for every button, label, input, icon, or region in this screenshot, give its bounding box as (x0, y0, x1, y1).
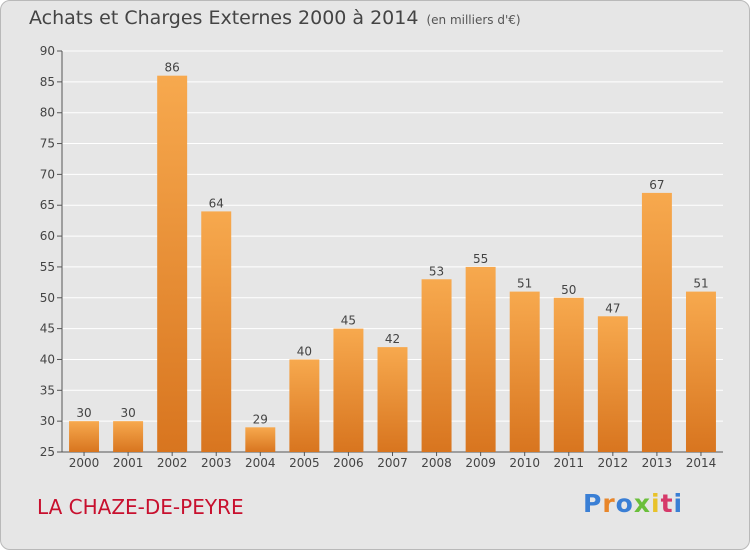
x-tick-label: 2006 (333, 456, 364, 470)
bar (333, 328, 364, 452)
x-tick-label: 2000 (69, 456, 100, 470)
data-label: 51 (693, 277, 708, 291)
bar (289, 359, 320, 452)
y-tick-label: 60 (40, 229, 55, 243)
bar (113, 421, 144, 452)
x-tick-label: 2010 (509, 456, 540, 470)
data-label: 47 (605, 301, 620, 315)
y-tick-label: 50 (40, 291, 55, 305)
y-tick-label: 90 (40, 44, 55, 58)
bar (597, 316, 628, 452)
bar (157, 75, 188, 452)
chart-unit: (en milliers d'€) (426, 13, 521, 27)
bar (69, 421, 100, 452)
logo-letter: i (673, 489, 684, 518)
data-label: 42 (385, 332, 400, 346)
y-tick-label: 45 (40, 322, 55, 336)
y-tick-label: 35 (40, 383, 55, 397)
logo-letter: o (615, 489, 634, 518)
x-tick-label: 2003 (201, 456, 232, 470)
data-label: 64 (209, 196, 224, 210)
data-label: 50 (561, 283, 576, 297)
x-tick-label: 2004 (245, 456, 276, 470)
bar (685, 291, 716, 452)
x-tick-label: 2012 (598, 456, 629, 470)
x-tick-label: 2008 (421, 456, 452, 470)
x-tick-label: 2013 (642, 456, 673, 470)
data-label: 29 (253, 412, 268, 426)
chart-title-text: Achats et Charges Externes 2000 à 2014 (29, 7, 419, 29)
bar (201, 211, 232, 452)
x-tick-label: 2009 (465, 456, 496, 470)
chart-title: Achats et Charges Externes 2000 à 2014 (e… (29, 7, 521, 29)
y-tick-label: 85 (40, 75, 55, 89)
data-label: 45 (341, 314, 356, 328)
bar (421, 279, 452, 452)
bar (465, 266, 496, 452)
bar (641, 192, 672, 452)
x-tick-label: 2014 (686, 456, 717, 470)
x-tick-label: 2001 (113, 456, 144, 470)
logo-letter: t (660, 489, 674, 518)
data-label: 86 (165, 61, 180, 75)
data-label: 55 (473, 252, 488, 266)
proxiti-logo: Proxiti (583, 489, 683, 518)
data-label: 67 (649, 178, 664, 192)
logo-letter: x (633, 489, 651, 518)
logo-letter: P (583, 489, 603, 518)
data-label: 51 (517, 277, 532, 291)
x-tick-label: 2011 (553, 456, 584, 470)
commune-name: LA CHAZE-DE-PEYRE (37, 495, 244, 519)
y-tick-label: 30 (40, 414, 55, 428)
x-tick-label: 2002 (157, 456, 188, 470)
data-label: 30 (76, 406, 91, 420)
y-tick-label: 25 (40, 445, 55, 459)
bar (509, 291, 540, 452)
bar (553, 297, 584, 452)
y-tick-label: 65 (40, 198, 55, 212)
y-tick-label: 80 (40, 106, 55, 120)
x-tick-label: 2005 (289, 456, 320, 470)
bar (245, 427, 276, 452)
logo-letter: r (602, 489, 616, 518)
y-tick-label: 40 (40, 352, 55, 366)
logo-letter: i (651, 489, 661, 518)
data-label: 40 (297, 344, 312, 358)
x-tick-label: 2007 (377, 456, 408, 470)
y-tick-label: 55 (40, 260, 55, 274)
y-tick-label: 70 (40, 167, 55, 181)
bar (377, 347, 408, 452)
y-tick-label: 75 (40, 137, 55, 151)
data-label: 53 (429, 264, 444, 278)
data-label: 30 (120, 406, 135, 420)
